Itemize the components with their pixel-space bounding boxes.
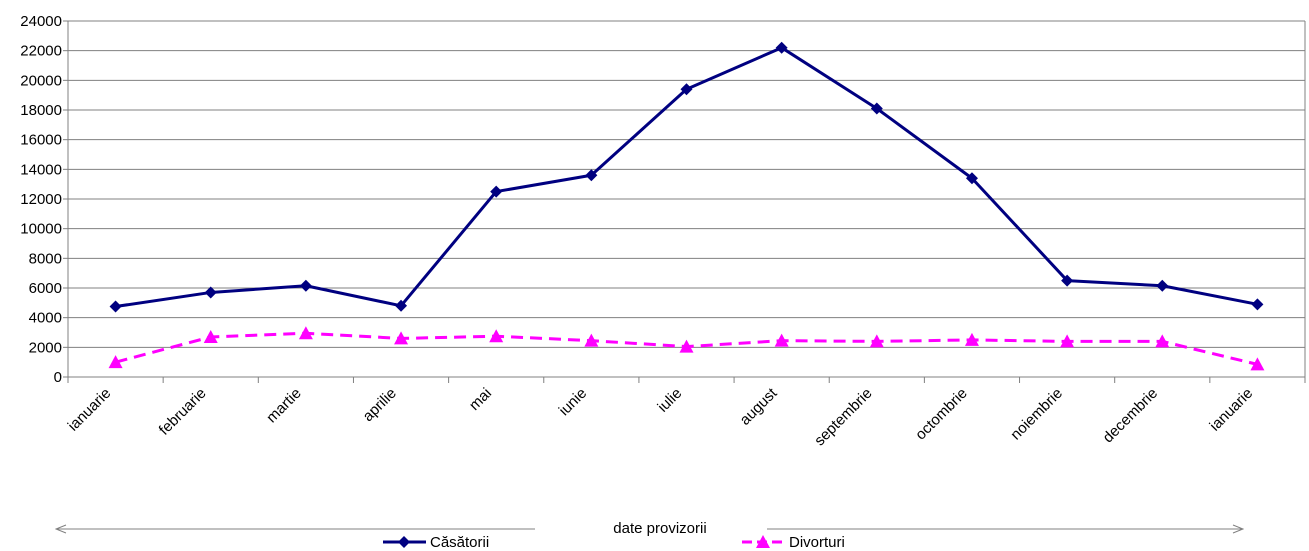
annotation-date-provizorii: date provizorii (56, 520, 1243, 537)
data-point (774, 333, 789, 347)
y-tick-label: 20000 (20, 72, 62, 89)
data-point (1060, 334, 1075, 348)
data-point (108, 355, 123, 369)
x-tick-label: aprilie (360, 385, 400, 425)
x-tick-label: ianuarie (65, 385, 115, 435)
data-point (1156, 279, 1169, 292)
data-point (680, 83, 693, 96)
legend: Căsătorii Divorturi (383, 534, 845, 551)
data-point (775, 41, 788, 54)
y-tick-label: 10000 (20, 221, 62, 238)
data-point (1250, 357, 1265, 371)
data-point (964, 332, 979, 346)
x-tick-label: noiembrie (1007, 385, 1066, 444)
data-point (585, 169, 598, 182)
legend-item: Divorturi (742, 534, 845, 551)
data-point (204, 286, 217, 299)
data-point (203, 329, 218, 343)
y-tick-label: 2000 (29, 339, 62, 356)
y-tick-label: 14000 (20, 161, 62, 178)
legend-marker (756, 535, 770, 548)
x-tick-label: septembrie (811, 385, 875, 449)
data-point (584, 333, 599, 347)
data-point (1251, 298, 1264, 311)
x-tick-label: februarie (156, 385, 210, 439)
x-tick-label: iulie (654, 385, 685, 416)
gridlines (68, 20, 1305, 378)
data-point (394, 331, 409, 345)
x-tick-label: octombrie (912, 385, 971, 444)
legend-marker (398, 536, 410, 548)
y-tick-label: 18000 (20, 102, 62, 119)
data-point (490, 185, 503, 198)
y-tick-label: 6000 (29, 280, 62, 297)
y-tick-label: 22000 (20, 43, 62, 60)
data-point (869, 334, 884, 348)
data-point (1061, 274, 1074, 287)
data-point (1155, 334, 1170, 348)
series-0 (109, 41, 1264, 313)
y-tick-label: 4000 (29, 310, 62, 327)
data-point (299, 279, 312, 292)
data-point (395, 299, 408, 312)
series (108, 41, 1265, 371)
y-tick-label: 0 (54, 369, 62, 386)
y-tick-label: 8000 (29, 250, 62, 267)
x-tick-label: iunie (556, 385, 590, 419)
data-point (679, 339, 694, 353)
series-1 (108, 326, 1265, 371)
legend-label: Căsătorii (430, 534, 489, 551)
data-point (489, 329, 504, 343)
data-point (109, 300, 122, 313)
x-tick-label: decembrie (1100, 385, 1162, 447)
x-tick-label: ianuarie (1206, 385, 1256, 435)
y-tick-label: 16000 (20, 132, 62, 149)
x-tick-label: august (737, 384, 781, 428)
legend-label: Divorturi (789, 534, 845, 551)
annotation-label: date provizorii (613, 520, 706, 537)
y-tick-label: 12000 (20, 191, 62, 208)
axes (63, 20, 1306, 383)
y-tick-label: 24000 (20, 13, 62, 30)
data-point (298, 326, 313, 340)
y-tick-labels: 0 2000 4000 6000 8000 10000 12000 14000 16000 180… (20, 13, 62, 386)
data-point (870, 102, 883, 115)
data-point (965, 172, 978, 185)
x-tick-labels: ianuarie februarie martie aprilie mai iunie iu… (65, 384, 1257, 449)
legend-item: Căsătorii (383, 534, 489, 551)
x-tick-label: martie (263, 385, 304, 426)
x-tick-label: mai (466, 385, 495, 414)
